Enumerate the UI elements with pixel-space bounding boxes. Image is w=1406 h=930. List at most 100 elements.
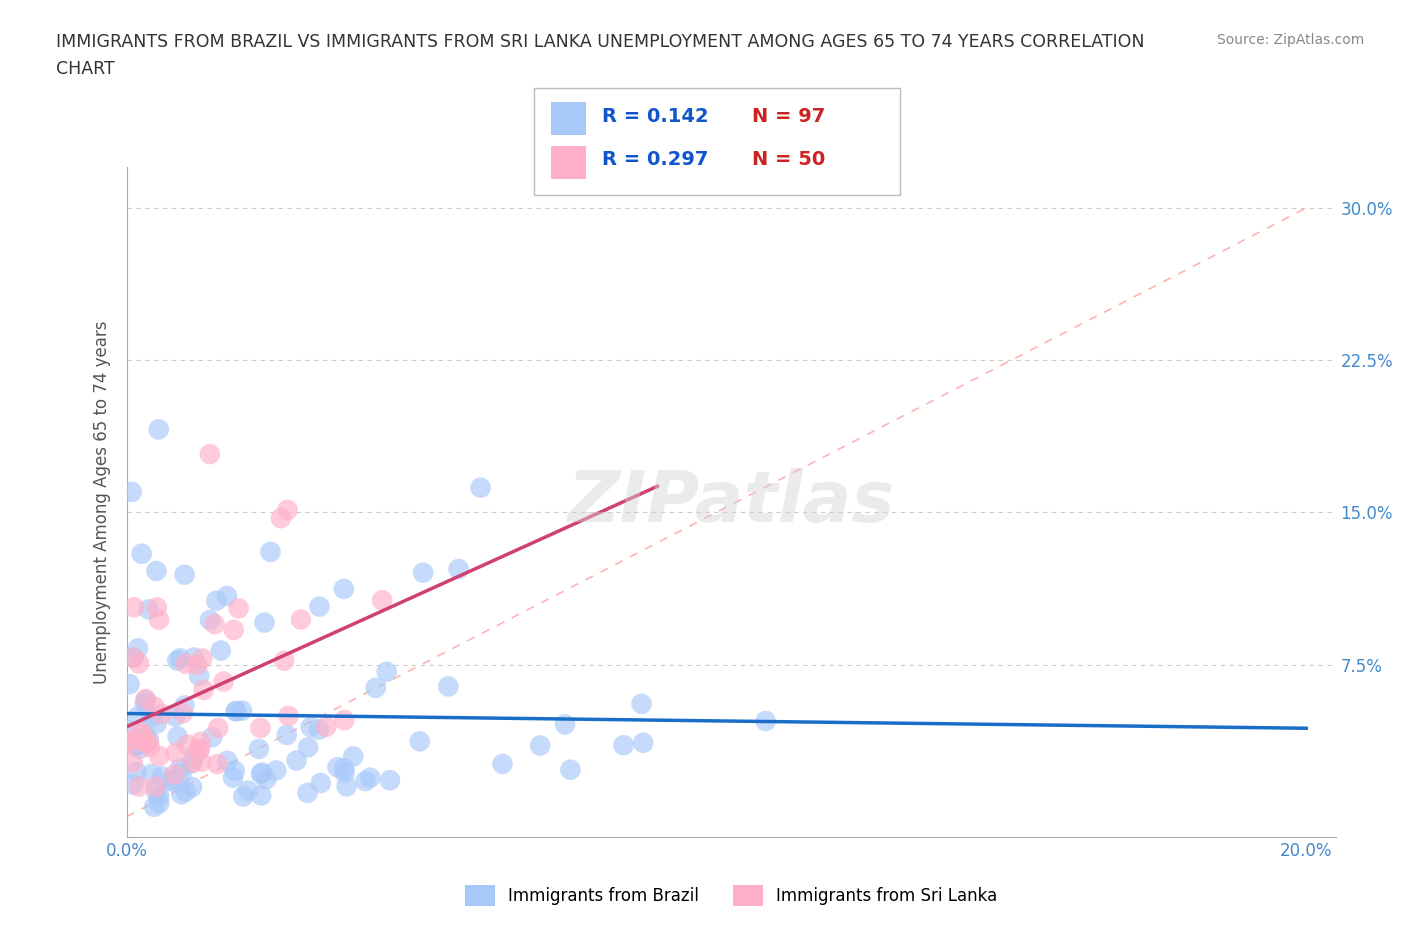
- Point: [150, 769, 173, 784]
- Point: [253, 615, 276, 630]
- Point: [359, 770, 381, 785]
- Point: [215, 589, 238, 604]
- Point: [299, 720, 322, 735]
- Point: [180, 756, 202, 771]
- Point: [115, 733, 138, 748]
- Point: [333, 761, 356, 776]
- Point: [135, 693, 157, 708]
- Point: [134, 728, 156, 743]
- Point: [437, 679, 460, 694]
- Point: [121, 755, 143, 770]
- Point: [191, 651, 214, 666]
- Point: [470, 480, 492, 495]
- Point: [148, 422, 170, 437]
- Point: [127, 641, 149, 656]
- Point: [131, 546, 153, 561]
- Point: [170, 787, 193, 802]
- Point: [145, 779, 167, 794]
- Point: [309, 776, 332, 790]
- Point: [447, 562, 470, 577]
- Point: [308, 722, 330, 737]
- Point: [145, 784, 167, 799]
- Point: [232, 789, 254, 804]
- Point: [205, 593, 228, 608]
- Point: [290, 612, 312, 627]
- Point: [554, 717, 576, 732]
- Point: [184, 747, 207, 762]
- Point: [138, 734, 160, 749]
- Text: R = 0.142: R = 0.142: [602, 107, 709, 126]
- Text: IMMIGRANTS FROM BRAZIL VS IMMIGRANTS FROM SRI LANKA UNEMPLOYMENT AMONG AGES 65 T: IMMIGRANTS FROM BRAZIL VS IMMIGRANTS FRO…: [56, 33, 1144, 50]
- Point: [146, 600, 169, 615]
- Point: [134, 735, 156, 750]
- Point: [212, 674, 235, 689]
- Point: [412, 565, 434, 580]
- Point: [165, 745, 187, 760]
- Point: [173, 567, 195, 582]
- Point: [529, 738, 551, 753]
- Point: [308, 599, 330, 614]
- Point: [122, 600, 145, 615]
- Point: [259, 544, 281, 559]
- Point: [631, 736, 654, 751]
- Point: [276, 727, 298, 742]
- Text: Source: ZipAtlas.com: Source: ZipAtlas.com: [1216, 33, 1364, 46]
- Point: [165, 710, 187, 724]
- Point: [613, 737, 636, 752]
- Text: ZIPatlas: ZIPatlas: [568, 468, 894, 537]
- Point: [141, 711, 163, 725]
- Point: [174, 784, 197, 799]
- Point: [207, 721, 229, 736]
- Point: [127, 710, 149, 724]
- Point: [125, 737, 148, 752]
- Point: [378, 773, 401, 788]
- Point: [273, 654, 295, 669]
- Point: [143, 699, 166, 714]
- Point: [201, 730, 224, 745]
- Point: [225, 704, 247, 719]
- Point: [148, 790, 170, 804]
- Point: [270, 511, 292, 525]
- Point: [188, 741, 211, 756]
- Y-axis label: Unemployment Among Ages 65 to 74 years: Unemployment Among Ages 65 to 74 years: [93, 321, 111, 684]
- Point: [198, 613, 221, 628]
- Point: [170, 765, 193, 780]
- Point: [236, 783, 259, 798]
- Point: [333, 581, 356, 596]
- Point: [181, 755, 204, 770]
- Point: [145, 716, 167, 731]
- Point: [198, 446, 221, 461]
- Point: [217, 753, 239, 768]
- Point: [491, 756, 513, 771]
- Point: [193, 683, 215, 698]
- Point: [141, 766, 163, 781]
- Point: [173, 698, 195, 713]
- Point: [190, 735, 212, 750]
- Point: [249, 721, 271, 736]
- Point: [188, 742, 211, 757]
- Point: [118, 677, 141, 692]
- Point: [755, 713, 778, 728]
- Point: [135, 736, 157, 751]
- Point: [150, 707, 173, 722]
- Point: [143, 799, 166, 814]
- Legend: Immigrants from Brazil, Immigrants from Sri Lanka: Immigrants from Brazil, Immigrants from …: [458, 879, 1004, 912]
- Point: [139, 739, 162, 754]
- Point: [250, 788, 273, 803]
- Point: [222, 622, 245, 637]
- Point: [326, 760, 349, 775]
- Text: CHART: CHART: [56, 60, 115, 78]
- Point: [148, 796, 170, 811]
- Point: [166, 653, 188, 668]
- Point: [297, 740, 319, 755]
- Point: [117, 737, 139, 751]
- Text: N = 97: N = 97: [752, 107, 825, 126]
- Point: [148, 749, 170, 764]
- Point: [163, 767, 186, 782]
- Point: [122, 777, 145, 792]
- Point: [176, 737, 198, 752]
- Point: [254, 772, 277, 787]
- Point: [297, 786, 319, 801]
- Point: [250, 766, 273, 781]
- Point: [138, 732, 160, 747]
